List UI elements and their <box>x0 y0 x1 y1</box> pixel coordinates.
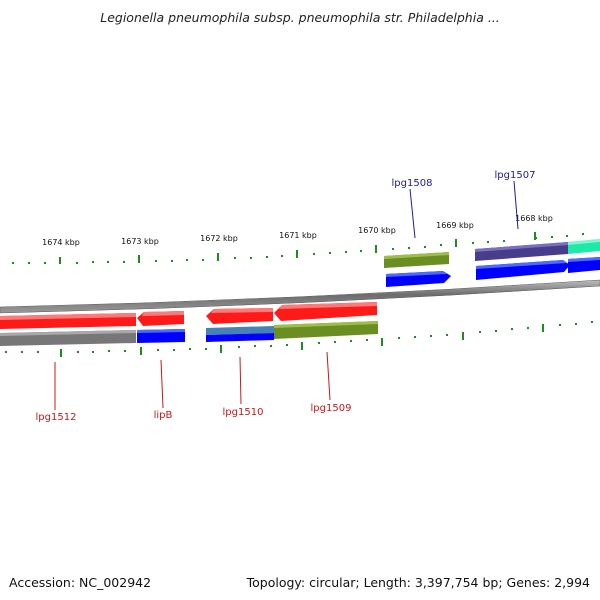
gene-label-lipB[interactable]: lipB <box>154 410 173 421</box>
tick-label: 1668 kbp <box>515 214 553 223</box>
tick-label: 1674 kbp <box>42 238 80 247</box>
cog-feature-lpg1510-b[interactable] <box>206 333 274 342</box>
tick-labels: 1674 kbp 1673 kbp 1672 kbp 1671 kbp 1670… <box>42 214 553 247</box>
genome-backbone <box>0 279 600 314</box>
map-title: Legionella pneumophila subsp. pneumophil… <box>100 10 500 25</box>
genome-summary-text: Topology: circular; Length: 3,397,754 bp… <box>246 575 590 590</box>
upper-major-ticks <box>59 232 536 264</box>
accession-text: Accession: NC_002942 <box>9 575 152 590</box>
lower-scale-dots <box>5 321 593 353</box>
reverse-cog-track <box>0 321 378 346</box>
cog-feature-lpg1510-a[interactable] <box>206 326 274 335</box>
forward-cog-track <box>384 239 600 268</box>
gene-label-lpg1510[interactable]: lpg1510 <box>223 407 264 418</box>
reverse-gene-track <box>0 302 377 329</box>
gene-label-lpg1508[interactable]: lpg1508 <box>392 178 433 189</box>
upper-scale-dots <box>12 233 584 264</box>
gene-label-lpg1509[interactable]: lpg1509 <box>311 403 352 414</box>
tick-label: 1671 kbp <box>279 231 317 240</box>
forward-gene-track <box>386 257 600 287</box>
tick-label: 1669 kbp <box>436 221 474 230</box>
gene-label-lpg1512[interactable]: lpg1512 <box>36 412 77 423</box>
gene-label-lpg1507[interactable]: lpg1507 <box>495 170 536 181</box>
gene-labels: lpg1508 lpg1507 lpg1512 lipB lpg1510 lpg… <box>36 170 536 423</box>
tick-label: 1670 kbp <box>358 226 396 235</box>
label-leaders <box>54 180 519 410</box>
tick-label: 1672 kbp <box>200 234 238 243</box>
lower-major-ticks <box>60 324 544 357</box>
tick-label: 1673 kbp <box>121 237 159 246</box>
